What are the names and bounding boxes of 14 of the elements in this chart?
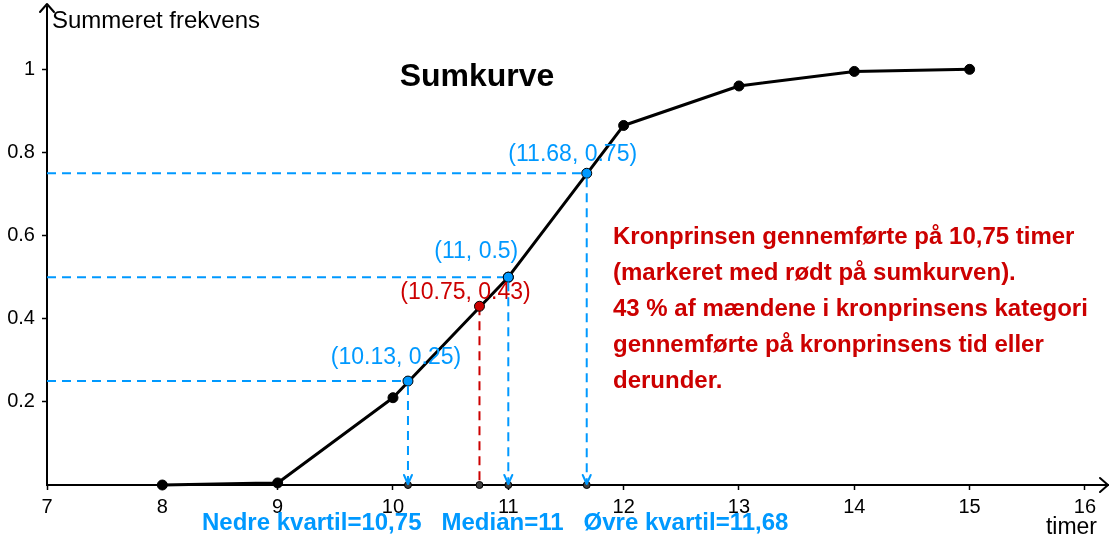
annotation: 43 % af mændene i kronprinsens kategori gennemførte på kronprinsens tid eller derunder. [613, 294, 1088, 394]
y-tick-label: 0.2 [7, 389, 35, 412]
y-tick-label: 1 [23, 56, 35, 79]
y-tick-label: 0.6 [7, 223, 35, 246]
annotation: Kronprinsen gennemførte på 10,75 timer (markeret med rødt på sumkurven). [613, 221, 1075, 285]
x-tick-label: 8 [156, 494, 168, 517]
text: Sumkurve [399, 56, 555, 93]
x-tick-label: 14 [843, 494, 866, 517]
x-tick-label: 15 [958, 494, 981, 517]
y-tick-label: 0.4 [7, 306, 35, 329]
y-axis-title: Summeret frekvens [52, 5, 261, 33]
x-tick-label: 7 [41, 494, 53, 517]
y-tick-label: 0.8 [7, 139, 35, 162]
data-label: (11, 0.5) [434, 236, 519, 263]
